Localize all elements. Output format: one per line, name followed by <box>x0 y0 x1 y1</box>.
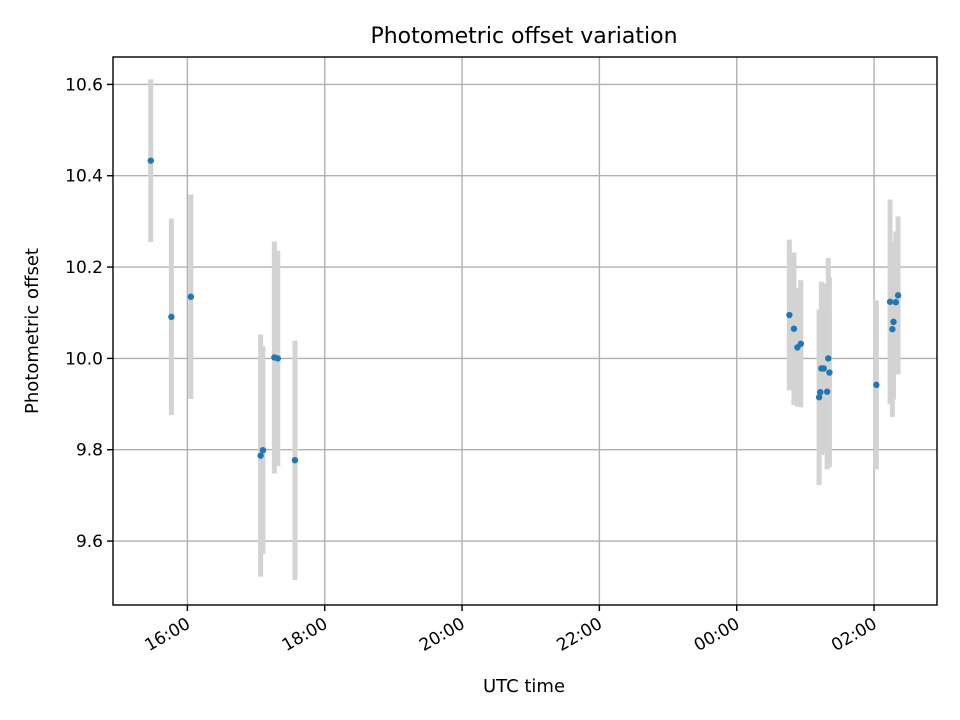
data-point <box>892 299 899 306</box>
data-point <box>823 388 831 395</box>
data-point <box>815 394 823 401</box>
data-point <box>826 369 833 376</box>
data-point <box>797 340 805 347</box>
x-tick-label: 00:00 <box>691 614 743 656</box>
data-point <box>187 293 195 300</box>
data-point <box>786 311 793 319</box>
data-point <box>889 325 896 333</box>
x-tick-label: 22:00 <box>553 614 605 656</box>
y-tick-label: 10.0 <box>65 349 103 369</box>
y-tick-label: 10.4 <box>65 167 103 187</box>
data-point <box>894 292 902 299</box>
grid <box>113 57 937 605</box>
data-point <box>259 446 267 454</box>
data-point <box>820 365 827 372</box>
data-point <box>886 298 894 305</box>
y-tick-label: 9.6 <box>76 532 103 552</box>
data-point <box>168 313 175 321</box>
x-tick-label: 02:00 <box>828 614 880 656</box>
y-tick-label: 10.6 <box>65 75 103 95</box>
chart-title: Photometric offset variation <box>370 24 677 49</box>
y-tick-label: 10.2 <box>65 258 103 278</box>
data-point <box>291 457 299 464</box>
x-tick-label: 18:00 <box>279 614 331 656</box>
plot-frame <box>112 56 938 606</box>
data-points <box>147 157 902 464</box>
error-bars <box>148 79 901 580</box>
data-point <box>790 325 798 332</box>
x-axis-ticks: 16:00 18:00 20:00 22:00 00:00 02:00 <box>141 605 881 656</box>
data-point <box>890 318 897 326</box>
y-axis-label: Photometric offset <box>22 248 43 414</box>
data-point <box>873 381 880 389</box>
x-tick-label: 16:00 <box>141 614 193 656</box>
y-tick-label: 9.8 <box>76 441 103 461</box>
x-axis-label: UTC time <box>483 676 565 697</box>
data-point <box>274 355 281 362</box>
data-point <box>147 157 154 164</box>
x-tick-label: 20:00 <box>416 614 468 656</box>
y-axis-ticks: 9.6 9.8 10.0 10.2 10.4 10.6 <box>65 75 113 552</box>
data-point <box>825 355 832 362</box>
data-point <box>257 452 264 459</box>
data-point <box>817 388 824 396</box>
